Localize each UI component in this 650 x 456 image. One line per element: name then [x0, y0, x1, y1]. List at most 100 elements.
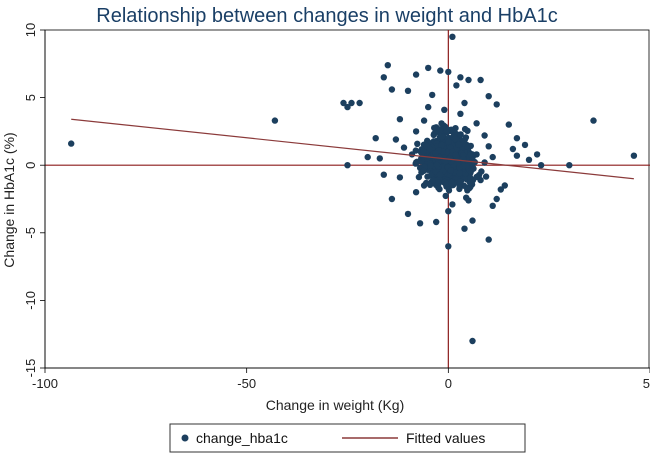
scatter-point	[388, 195, 396, 203]
scatter-point-cluster	[436, 126, 444, 133]
scatter-point	[485, 236, 492, 243]
scatter-point-cluster	[433, 161, 441, 169]
scatter-point-cluster	[466, 179, 474, 186]
x-tick-label: 0	[445, 376, 452, 391]
x-tick-label: -50	[237, 376, 256, 391]
scatter-point	[485, 143, 492, 150]
y-tick-label: -10	[23, 291, 38, 310]
scatter-point	[501, 182, 508, 189]
scatter-point-cluster	[463, 184, 470, 191]
scatter-point-cluster	[451, 135, 459, 143]
scatter-point-cluster	[438, 141, 445, 149]
legend-label-change-hba1c: change_hba1c	[196, 430, 288, 446]
scatter-point-cluster	[414, 140, 421, 147]
scatter-point-cluster	[436, 171, 444, 178]
scatter-point	[356, 99, 363, 107]
y-tick-label: 5	[23, 94, 38, 101]
scatter-point-cluster	[420, 167, 427, 174]
scatter-point-cluster	[420, 148, 427, 155]
scatter-point-cluster	[443, 180, 450, 187]
x-axis-label: Change in weight (Kg)	[266, 397, 405, 413]
scatter-point	[433, 218, 440, 226]
y-axis: -15 -10 -5 0 5 10	[23, 23, 46, 377]
scatter-point	[384, 61, 391, 69]
fitted-line-layer	[71, 118, 634, 180]
chart-title: Relationship between changes in weight a…	[96, 5, 557, 27]
scatter-point	[453, 82, 460, 89]
scatter-point	[364, 153, 371, 161]
scatter-point-cluster	[426, 145, 434, 153]
scatter-point	[485, 93, 492, 100]
scatter-point-cluster	[482, 173, 490, 180]
scatter-point	[429, 91, 436, 99]
scatter-point-cluster	[452, 152, 459, 159]
scatter-point	[372, 135, 379, 142]
scatter-point-cluster	[447, 167, 454, 174]
scatter-point-cluster	[463, 194, 470, 201]
scatter-point-cluster	[445, 138, 452, 145]
scatter-point	[437, 67, 444, 74]
scatter-point	[271, 117, 279, 124]
scatter-point-cluster	[431, 124, 438, 132]
scatter-point	[509, 145, 517, 153]
scatter-point-cluster	[426, 181, 434, 188]
scatter-point	[396, 174, 404, 181]
scatter-point-cluster	[446, 155, 454, 162]
scatter-point	[505, 121, 512, 128]
scatter-point	[425, 103, 432, 111]
scatter-point	[461, 99, 468, 107]
scatter-point-cluster	[438, 120, 445, 127]
scatter-point-cluster	[448, 126, 456, 133]
scatter-point	[457, 74, 464, 81]
scatter-point	[416, 220, 424, 227]
scatter-point	[445, 208, 452, 215]
scatter-point	[404, 210, 412, 218]
legend-point-icon	[181, 434, 189, 442]
x-tick-label: 50	[643, 376, 650, 391]
fitted-line	[71, 118, 634, 180]
scatter-point	[348, 99, 355, 107]
scatter-point	[420, 117, 428, 124]
scatter-point-cluster	[457, 131, 464, 138]
scatter-point-cluster	[456, 170, 463, 177]
scatter-point	[340, 99, 347, 107]
scatter-point-cluster	[413, 158, 421, 165]
scatter-point-cluster	[455, 141, 462, 148]
scatter-point-cluster	[461, 136, 468, 143]
scatter-point	[441, 106, 448, 114]
scatter-point-cluster	[467, 174, 474, 182]
scatter-point	[344, 162, 351, 169]
scatter-point	[477, 76, 484, 84]
legend: change_hba1c Fitted values	[169, 423, 526, 453]
scatter-point	[412, 189, 420, 196]
scatter-point-cluster	[438, 133, 446, 140]
y-tick-label: -5	[23, 227, 38, 239]
scatter-point	[449, 201, 456, 208]
x-axis: -100 -50 0 50	[32, 367, 650, 391]
scatter-point	[425, 64, 432, 72]
scatter-point	[445, 243, 452, 250]
scatter-point	[537, 162, 545, 169]
scatter-point	[344, 103, 351, 111]
scatter-point	[469, 337, 476, 345]
scatter-point-cluster	[461, 125, 469, 133]
scatter-point-cluster	[442, 192, 449, 200]
scatter-points	[68, 33, 638, 345]
y-tick-label: 10	[23, 23, 38, 37]
scatter-point	[376, 155, 383, 162]
scatter-point	[400, 144, 408, 151]
scatter-point-cluster	[448, 179, 455, 187]
scatter-point-cluster	[432, 150, 439, 157]
scatter-point	[457, 110, 464, 118]
scatter-point	[489, 202, 496, 209]
x-tick-label: -100	[32, 376, 58, 391]
scatter-point	[380, 171, 387, 178]
scatter-point-cluster	[473, 173, 480, 181]
scatter-point	[525, 156, 533, 163]
scatter-point	[521, 141, 529, 149]
scatter-point-cluster	[427, 162, 434, 169]
scatter-point	[481, 132, 488, 139]
scatter-point	[449, 33, 456, 40]
